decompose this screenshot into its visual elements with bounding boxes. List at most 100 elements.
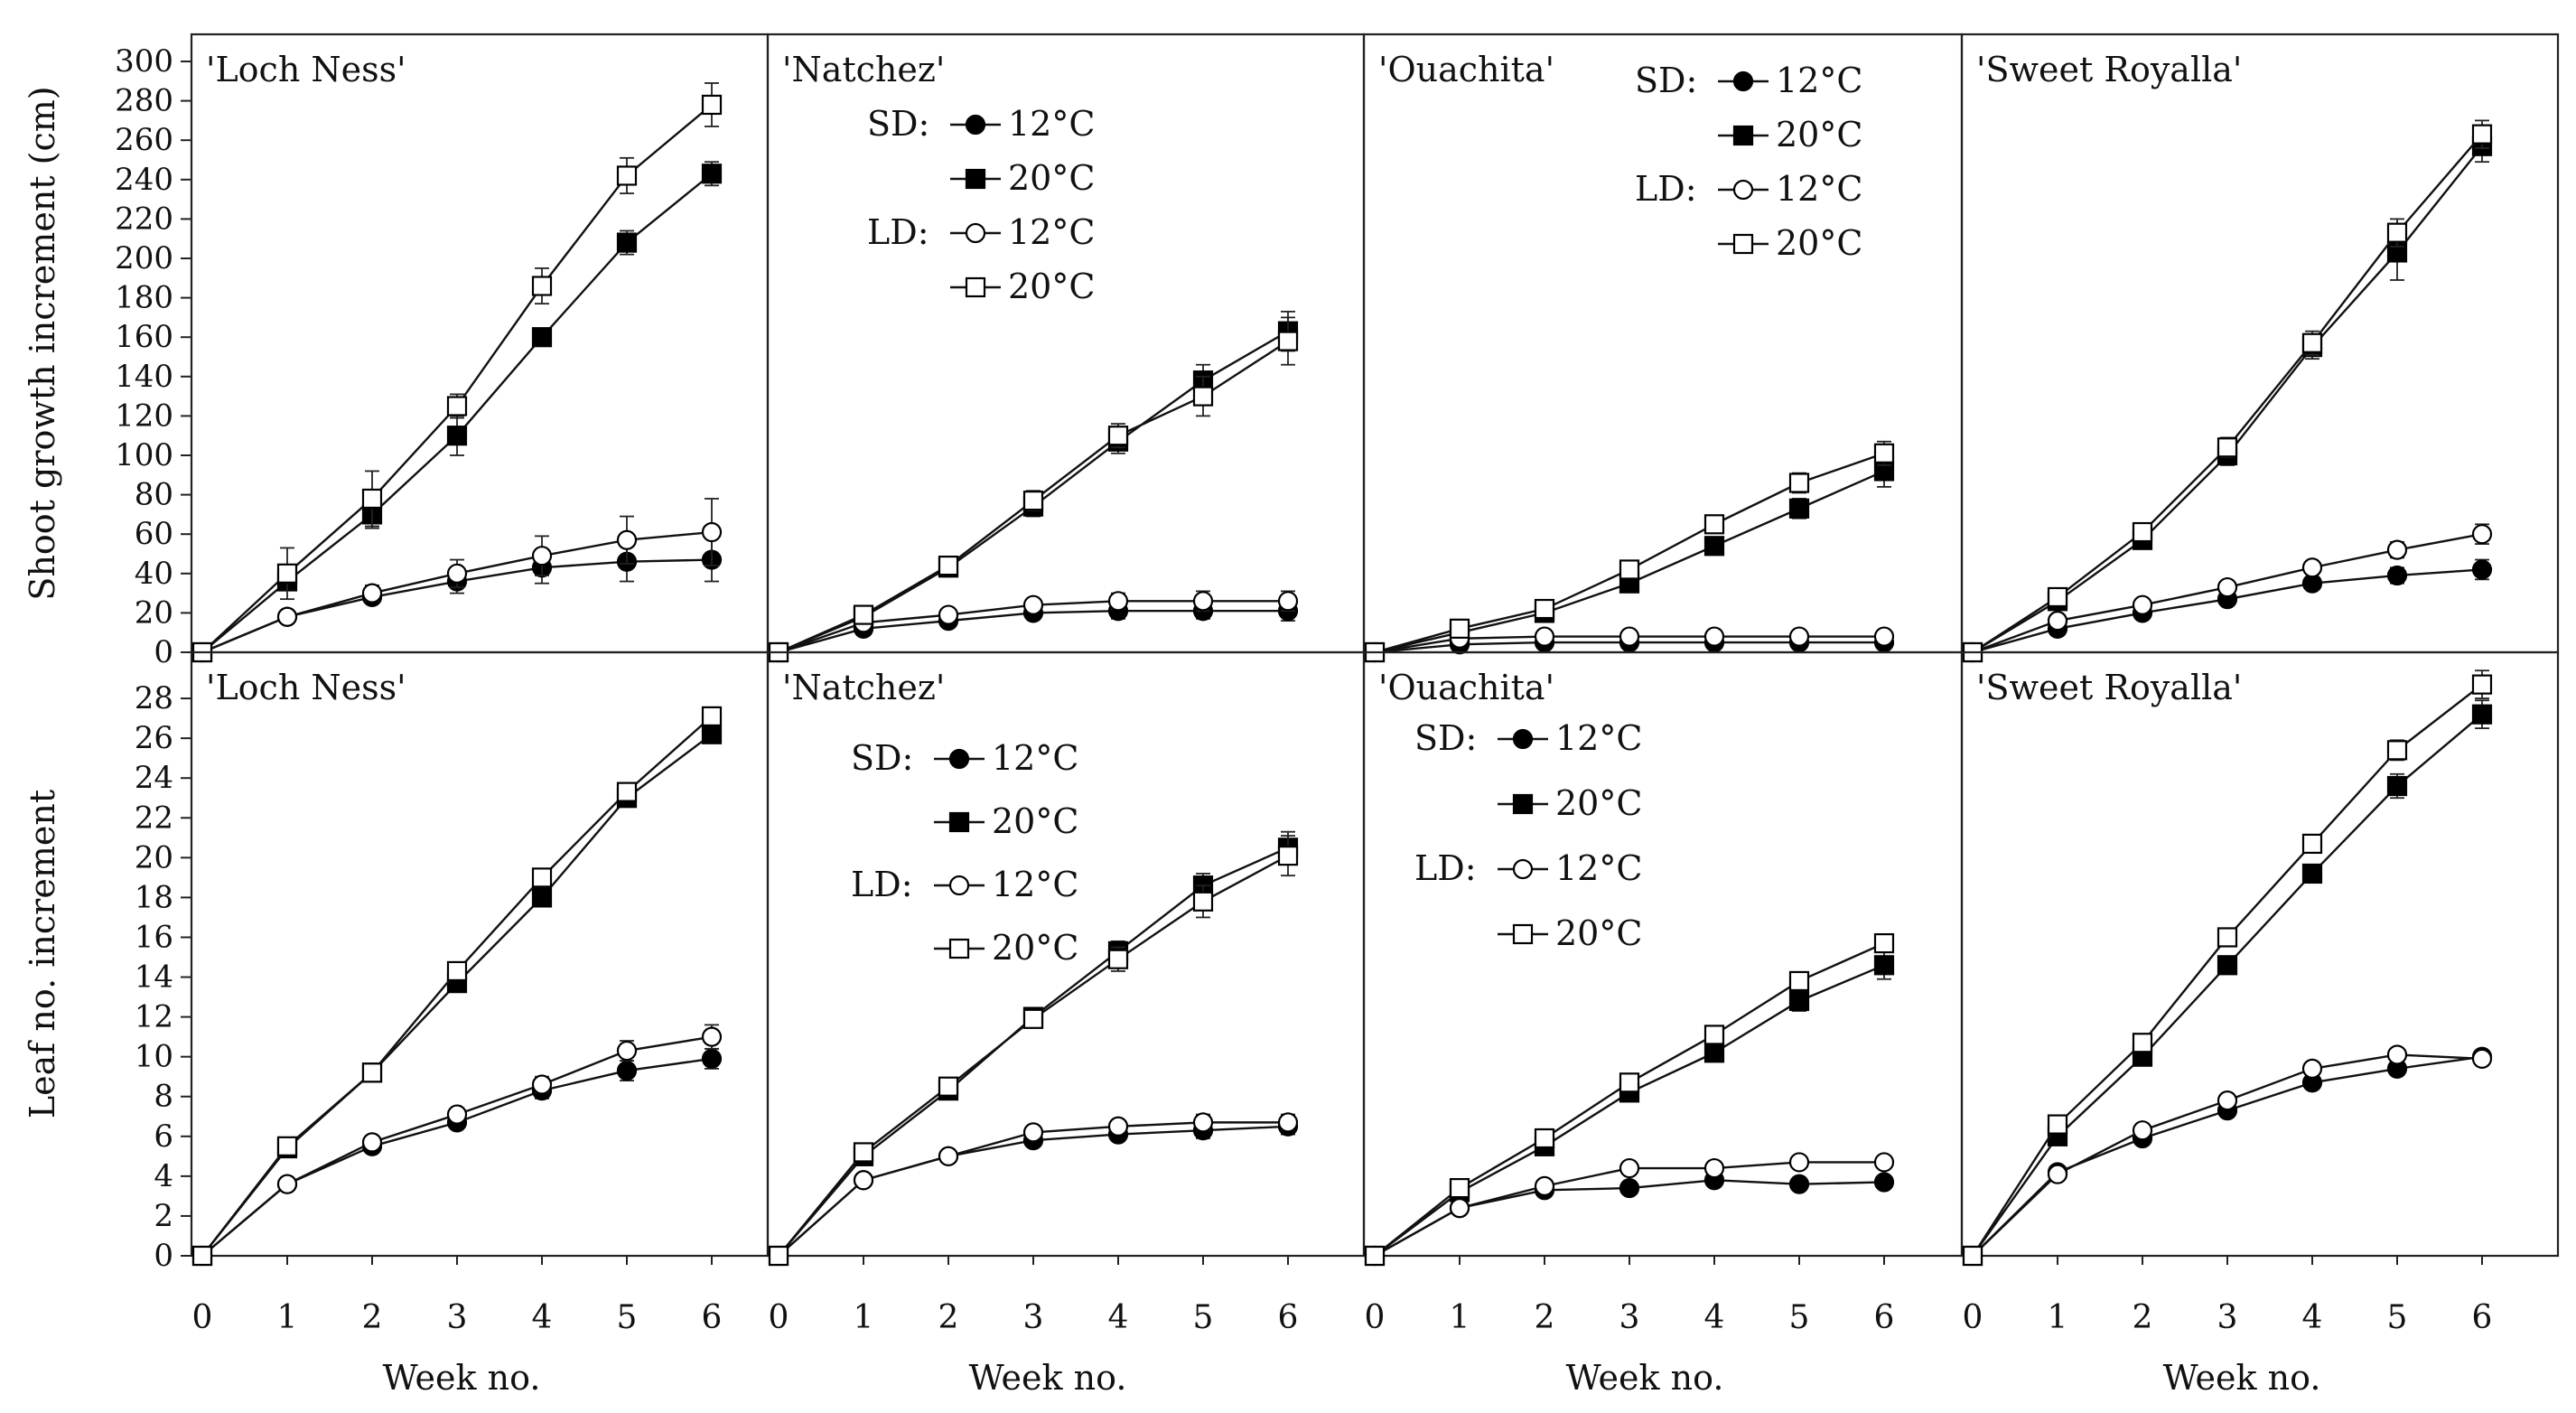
- data-point-ld12: [2217, 576, 2238, 598]
- legend-marker: [965, 276, 986, 298]
- series-line-ld20: [778, 855, 1289, 1257]
- legend-marker: [948, 811, 970, 833]
- x-tick-label: 1: [277, 1299, 298, 1336]
- y-tick-label: 20: [135, 594, 173, 631]
- legend-label: 12°C: [1776, 61, 1862, 100]
- y-tick-label: 180: [115, 280, 173, 316]
- data-point-ld12: [2471, 1048, 2493, 1069]
- data-point-ld12: [1449, 1198, 1470, 1219]
- legend-label: 12°C: [992, 865, 1078, 904]
- data-point-ld20: [2471, 674, 2493, 695]
- panel-leaf-1: 0 1 2 3 4 5 6 Week no. 'Natchez' SD: 12°C 20°C LD: 12…: [766, 650, 1366, 1398]
- data-point-ld12: [446, 1104, 468, 1125]
- y-axis-label: Leaf no. increment: [23, 790, 62, 1118]
- data-point-ld12: [361, 583, 383, 604]
- panel-leaf-3: 0 1 2 3 4 5 6 Week no. 'Sweet Royalla': [1960, 650, 2560, 1398]
- data-point-sd12: [1619, 1177, 1640, 1199]
- data-point-sd12: [1788, 1174, 1810, 1194]
- x-tick-label: 6: [1278, 1299, 1299, 1336]
- data-point-ld12: [2132, 594, 2153, 615]
- x-axis-label: Week no.: [1566, 1358, 1724, 1398]
- panel-title: 'Loch Ness': [206, 668, 406, 707]
- y-tick-label: 140: [115, 359, 173, 395]
- data-point-ld20: [1534, 598, 1555, 620]
- data-point-ld12: [2386, 539, 2408, 560]
- y-tick-label: 18: [135, 879, 173, 915]
- data-point-sd20: [2217, 955, 2238, 976]
- data-point-ld20: [1022, 491, 1044, 511]
- panel-shoot-3: 'Sweet Royalla': [1960, 33, 2560, 663]
- data-point-ld12: [2301, 1058, 2323, 1079]
- x-tick-label: 4: [1108, 1299, 1129, 1336]
- panel-title: 'Sweet Royalla': [1976, 668, 2242, 707]
- data-point-ld20: [1788, 473, 1810, 493]
- data-point-ld12: [938, 604, 959, 625]
- data-point-ld20: [1619, 559, 1640, 580]
- data-point-ld20: [2301, 332, 2323, 353]
- y-tick-label: 0: [154, 634, 173, 670]
- panel-shoot-1: 'Natchez' SD: 12°C 20°C LD: 12°C 20°C: [766, 33, 1366, 663]
- data-point-ld20: [938, 1076, 959, 1097]
- panel-leaf-2: 0 1 2 3 4 5 6 Week no. 'Ouachita' SD: 12°C 20°C LD: 1…: [1362, 650, 1964, 1398]
- data-point-sd20: [531, 887, 553, 908]
- y-tick-label: 100: [115, 437, 173, 473]
- data-point-ld20: [2217, 437, 2238, 458]
- y-tick-label: 80: [135, 477, 173, 513]
- x-axis-label: Week no.: [2163, 1358, 2321, 1398]
- x-tick-label: 3: [447, 1299, 468, 1336]
- data-point-ld20: [2301, 833, 2323, 855]
- data-point-ld20: [1107, 949, 1129, 969]
- y-tick-label: 120: [115, 398, 173, 434]
- data-point-ld20: [276, 563, 298, 584]
- data-point-ld20: [1107, 426, 1129, 446]
- legend-marker: [965, 222, 986, 244]
- y-tick-label: 16: [135, 919, 173, 955]
- legend: SD: 12°C 20°C LD: 12°C 20°C: [1414, 718, 1642, 953]
- data-point-ld12: [2386, 1044, 2408, 1065]
- data-point-ld12: [2471, 524, 2493, 545]
- x-tick-label: 0: [192, 1299, 213, 1336]
- y-tick-label: 160: [115, 319, 173, 355]
- data-point-ld20: [1703, 1025, 1725, 1045]
- y-axis-label: Shoot growth increment (cm): [23, 86, 62, 600]
- legend-marker: [1512, 793, 1534, 815]
- data-point-sd12: [701, 1048, 723, 1069]
- data-point-sd20: [1703, 1043, 1725, 1063]
- data-point-ld20: [1192, 891, 1214, 912]
- x-axis-label: Week no.: [383, 1358, 541, 1398]
- data-point-ld12: [276, 606, 298, 627]
- legend-label: 12°C: [992, 738, 1078, 778]
- data-point-ld20: [1277, 331, 1299, 351]
- legend-marker: [1732, 179, 1754, 201]
- data-point-ld20: [531, 276, 553, 296]
- data-point-sd12: [2471, 559, 2493, 580]
- data-point-ld20: [2132, 1033, 2153, 1053]
- x-tick-label: 4: [1704, 1299, 1725, 1336]
- data-point-sd20: [1788, 498, 1810, 519]
- legend-label: 20°C: [1555, 913, 1642, 953]
- data-point-ld12: [1873, 1152, 1895, 1173]
- data-point-ld12: [1619, 626, 1640, 647]
- data-point-ld20: [446, 396, 468, 416]
- x-tick-label: 5: [617, 1299, 638, 1336]
- legend-marker: [1512, 858, 1534, 880]
- legend-prefix: LD:: [851, 865, 913, 904]
- panel-title: 'Ouachita': [1378, 50, 1554, 89]
- data-point-sd20: [531, 327, 553, 348]
- legend-marker: [948, 938, 970, 959]
- x-tick-label: 2: [938, 1299, 959, 1336]
- data-point-ld12: [1107, 591, 1129, 612]
- y-tick-label: 240: [115, 162, 173, 198]
- x-tick-label: 6: [1874, 1299, 1895, 1336]
- data-point-sd12: [1873, 1172, 1895, 1193]
- data-point-sd20: [1703, 536, 1725, 557]
- x-tick-label: 1: [2048, 1299, 2068, 1336]
- panel-title: 'Loch Ness': [206, 50, 406, 89]
- data-point-ld20: [1788, 970, 1810, 992]
- legend-label: 20°C: [1776, 223, 1862, 263]
- data-point-ld12: [1703, 626, 1725, 647]
- data-point-ld12: [1022, 1122, 1044, 1143]
- data-point-ld12: [1534, 626, 1555, 647]
- data-point-ld12: [1873, 626, 1895, 647]
- legend-marker: [1732, 125, 1754, 146]
